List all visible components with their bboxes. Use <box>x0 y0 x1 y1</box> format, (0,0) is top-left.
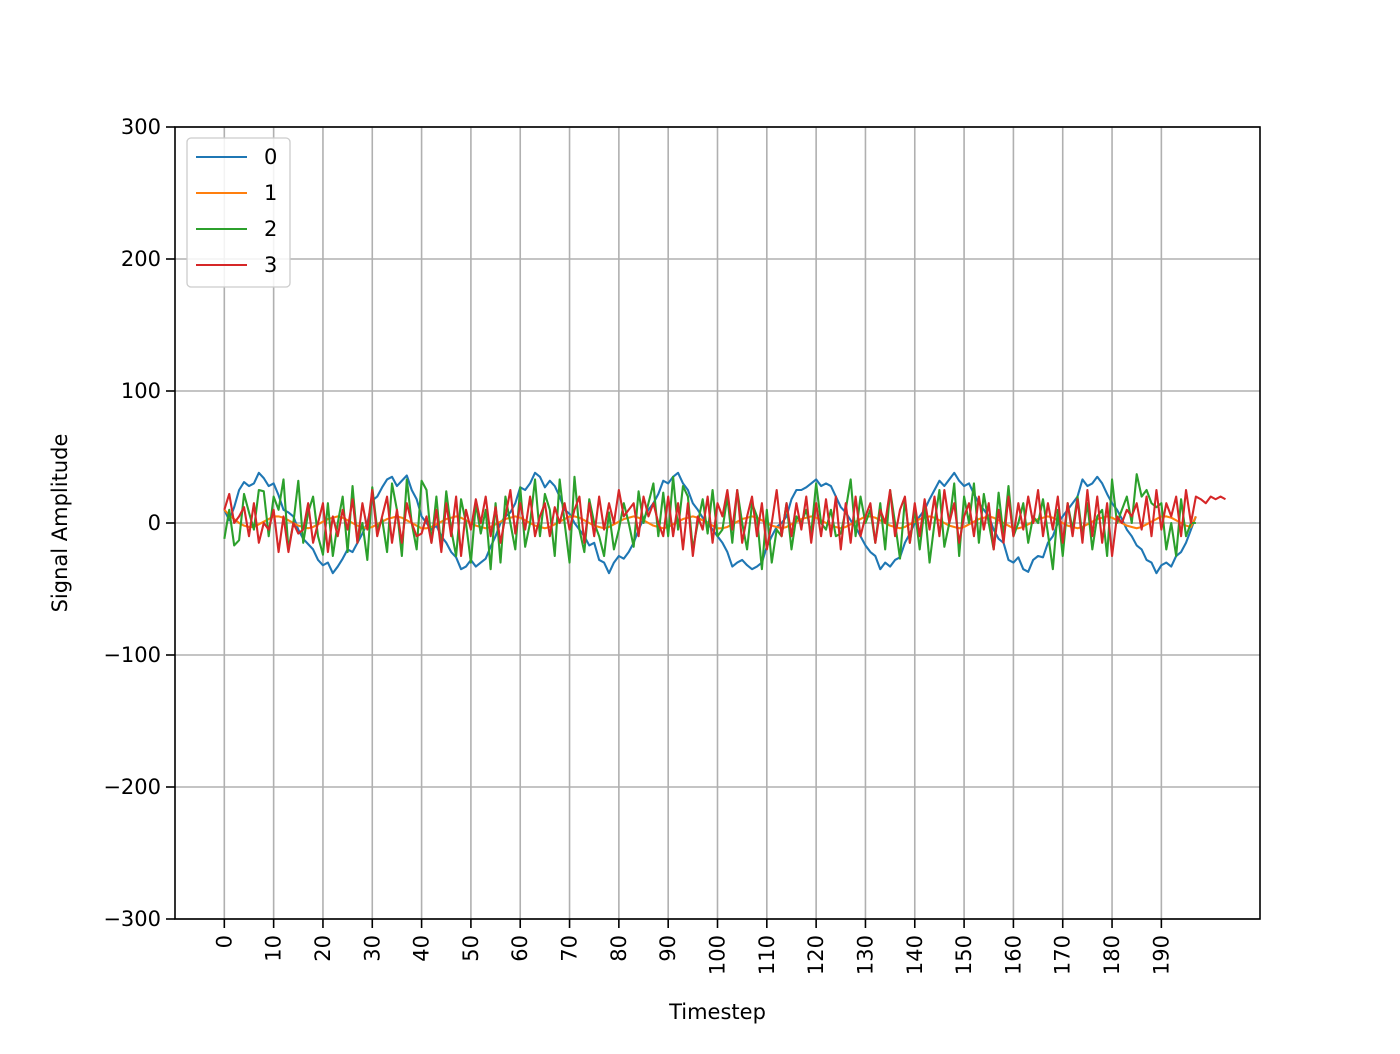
x-tick-label: 90 <box>656 935 680 962</box>
x-tick-label: 50 <box>459 935 483 962</box>
legend-item: 1 <box>196 181 277 205</box>
x-tick-label: 110 <box>755 935 779 975</box>
x-tick-label: 0 <box>212 935 236 948</box>
y-axis-label: Signal Amplitude <box>48 434 72 613</box>
series-line-3 <box>223 488 1226 558</box>
y-tick-label: 0 <box>148 511 161 535</box>
x-tick-label: 20 <box>311 935 335 962</box>
x-tick-label: 120 <box>804 935 828 975</box>
series-layer <box>223 471 1226 575</box>
y-tick-label: 100 <box>121 379 161 403</box>
x-tick-label: 160 <box>1001 935 1025 975</box>
x-tick-label: 150 <box>952 935 976 975</box>
x-tick-label: 40 <box>410 935 434 962</box>
y-tick-label: −200 <box>103 775 161 799</box>
x-tick-label: 180 <box>1100 935 1124 975</box>
x-tick-label: 70 <box>558 935 582 962</box>
legend-label: 1 <box>264 181 277 205</box>
y-tick-label: 200 <box>121 247 161 271</box>
legend-item: 0 <box>196 145 277 169</box>
y-tick-label: −300 <box>103 907 161 931</box>
legend-label: 2 <box>264 217 277 241</box>
legend-label: 3 <box>264 253 277 277</box>
y-tick-label: −100 <box>103 643 161 667</box>
x-tick-label: 190 <box>1149 935 1173 975</box>
x-tick-label: 10 <box>262 935 286 962</box>
legend-box <box>186 137 291 288</box>
x-tick-label: 30 <box>360 935 384 962</box>
x-tick-label: 100 <box>706 935 730 975</box>
legend: 0 1 2 3 <box>186 137 291 288</box>
legend-item: 2 <box>196 217 277 241</box>
x-tick-label: 130 <box>853 935 877 975</box>
x-tick-label: 170 <box>1051 935 1075 975</box>
y-tick-label: 300 <box>121 115 161 139</box>
legend-label: 0 <box>264 145 277 169</box>
x-tick-label: 80 <box>607 935 631 962</box>
x-tick-label: 140 <box>903 935 927 975</box>
legend-item: 3 <box>196 253 277 277</box>
axes-layer: 0 10 20 30 40 50 60 70 80 90 100 110 120 130 140 150 160… <box>103 115 1173 975</box>
x-tick-label: 60 <box>508 935 532 962</box>
x-axis-label: Timestep <box>668 1000 766 1024</box>
